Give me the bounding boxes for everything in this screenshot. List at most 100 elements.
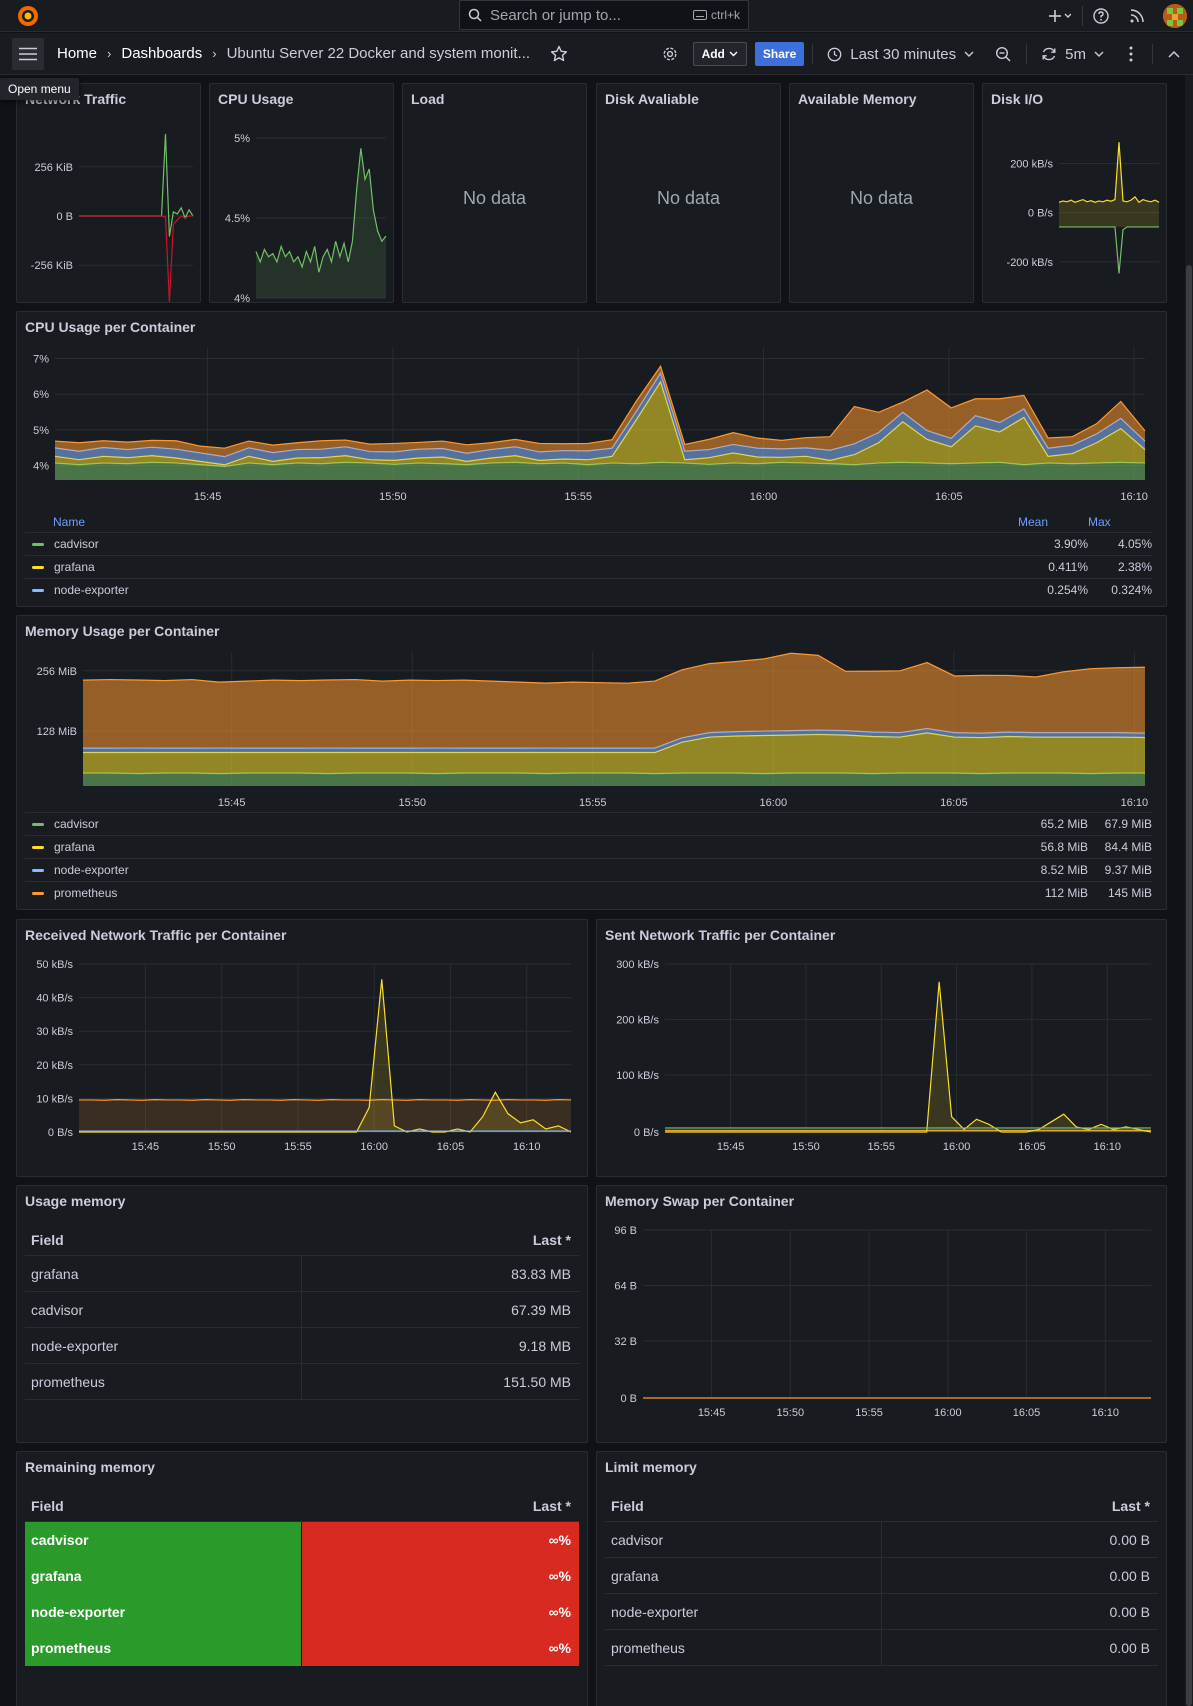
search-placeholder: Search or jump to... bbox=[490, 6, 621, 24]
legend-item-prometheus[interactable]: prometheus 112 MiB 145 MiB bbox=[25, 881, 1152, 904]
more-button[interactable] bbox=[1118, 46, 1144, 62]
x-tick-label: 16:00 bbox=[934, 1407, 962, 1419]
legend-item-cadvisor[interactable]: cadvisor 3.90% 4.05% bbox=[25, 532, 1152, 555]
breadcrumb-home[interactable]: Home bbox=[57, 45, 98, 62]
avatar[interactable] bbox=[1163, 4, 1187, 28]
scrollbar-thumb[interactable] bbox=[1186, 265, 1192, 1706]
series-node-exporter[interactable] bbox=[79, 1130, 571, 1132]
received-network-chart[interactable]: 50 kB/s 40 kB/s 30 kB/s 20 kB/s 10 kB/s 0 B/s… bbox=[17, 948, 588, 1176]
legend-item-grafana[interactable]: grafana 56.8 MiB 84.4 MiB bbox=[25, 835, 1152, 858]
disk-io-chart[interactable]: 200 kB/s 0 B/s -200 kB/s bbox=[983, 102, 1167, 302]
chevron-up-icon bbox=[1168, 50, 1180, 58]
dashboard-nav-bar: Home › Dashboards › Ubuntu Server 22 Doc… bbox=[0, 33, 1193, 75]
menu-button[interactable] bbox=[12, 37, 44, 70]
time-range-label: Last 30 minutes bbox=[850, 45, 957, 63]
news-button[interactable] bbox=[1119, 0, 1155, 32]
x-tick-label: 16:05 bbox=[940, 797, 968, 809]
star-icon[interactable] bbox=[550, 45, 568, 63]
series-read[interactable] bbox=[1058, 142, 1160, 227]
page-scrollbar[interactable] bbox=[1185, 75, 1193, 1706]
grafana-logo-icon[interactable] bbox=[16, 4, 40, 28]
panel-cpu-per-container[interactable]: CPU Usage per Container 7% 6% 5% 4% 15:45 15:… bbox=[16, 311, 1167, 607]
cpu-usage-chart[interactable]: 5% 4.5% 4% bbox=[210, 102, 394, 302]
chevron-down-icon bbox=[1094, 51, 1104, 57]
help-icon bbox=[1093, 8, 1109, 24]
column-header-field[interactable]: Field bbox=[31, 1231, 64, 1248]
memory-swap-chart[interactable]: 96 B 64 B 32 B 0 B 15:45 15:50 15:55 16:00 16:05… bbox=[597, 1214, 1167, 1442]
share-button[interactable]: Share bbox=[754, 42, 805, 66]
y-axis: 256 KiB 0 B -256 KiB bbox=[31, 162, 193, 272]
cell-last: ∞% bbox=[302, 1594, 579, 1630]
help-button[interactable] bbox=[1083, 0, 1119, 32]
panel-usage-memory[interactable]: Usage memory Field Last * grafana 83.83 MB c… bbox=[16, 1185, 588, 1443]
legend-item-node-exporter[interactable]: node-exporter 0.254% 0.324% bbox=[25, 578, 1152, 601]
panel-remaining-memory[interactable]: Remaining memory Field Last * cadvisor ∞% gr… bbox=[16, 1451, 588, 1706]
column-header-last[interactable]: Last * bbox=[532, 1497, 571, 1514]
panel-available-memory[interactable]: Available Memory No data bbox=[789, 83, 974, 303]
panel-memory-per-container[interactable]: Memory Usage per Container 256 MiB 128 Mi… bbox=[16, 615, 1167, 910]
series-grafana[interactable] bbox=[665, 981, 1152, 1133]
legend-header-name[interactable]: Name bbox=[53, 515, 86, 529]
refresh-picker[interactable]: 5m bbox=[1035, 46, 1110, 63]
legend-max: 0.324% bbox=[1111, 583, 1152, 597]
series-cpu[interactable] bbox=[255, 148, 387, 298]
cpu-per-container-chart[interactable]: 7% 6% 5% 4% 15:45 15:50 15:55 16:00 16:05 16:10 bbox=[17, 340, 1167, 540]
legend-max: 145 MiB bbox=[1107, 886, 1152, 900]
series-prometheus[interactable] bbox=[82, 652, 1146, 749]
series-write[interactable] bbox=[1059, 226, 1159, 274]
y-tick-label: 96 B bbox=[614, 1225, 637, 1237]
time-range-picker[interactable]: Last 30 minutes bbox=[821, 46, 980, 63]
legend-mean: 0.254% bbox=[1047, 583, 1088, 597]
divider bbox=[1082, 6, 1083, 26]
chevron-down-icon bbox=[964, 51, 974, 57]
panel-received-network[interactable]: Received Network Traffic per Container 5… bbox=[16, 919, 588, 1177]
column-header-field[interactable]: Field bbox=[31, 1497, 64, 1514]
series-cadvisor[interactable] bbox=[83, 772, 1145, 786]
panel-disk-io[interactable]: Disk I/O 200 kB/s 0 B/s -200 kB/s bbox=[982, 83, 1167, 303]
panel-cpu-usage[interactable]: CPU Usage 5% 4.5% 4% bbox=[209, 83, 394, 303]
panel-sent-network[interactable]: Sent Network Traffic per Container 300 k… bbox=[596, 919, 1167, 1177]
series-transmit[interactable] bbox=[79, 215, 193, 302]
legend-item-grafana[interactable]: grafana 0.411% 2.38% bbox=[25, 555, 1152, 578]
y-tick-label: 20 kB/s bbox=[36, 1060, 73, 1072]
panel-load[interactable]: Load No data bbox=[402, 83, 587, 303]
collapse-button[interactable] bbox=[1161, 50, 1187, 58]
y-tick-label: -200 kB/s bbox=[1007, 257, 1054, 269]
y-tick-label: 30 kB/s bbox=[36, 1026, 73, 1038]
panel-disk-available[interactable]: Disk Avaliable No data bbox=[596, 83, 781, 303]
table-row: prometheus ∞% bbox=[25, 1630, 579, 1666]
add-button[interactable]: Add bbox=[692, 42, 747, 66]
search-input[interactable]: Search or jump to... ctrl+k bbox=[459, 0, 749, 30]
legend-header-max[interactable]: Max bbox=[1088, 515, 1111, 529]
x-tick-label: 15:45 bbox=[698, 1407, 726, 1419]
dashboard-controls: Add Share Last 30 minutes 5m bbox=[655, 33, 1193, 75]
column-header-last[interactable]: Last * bbox=[1111, 1497, 1150, 1514]
series-cadvisor[interactable] bbox=[665, 1127, 1151, 1132]
legend-item-cadvisor[interactable]: cadvisor 65.2 MiB 67.9 MiB bbox=[25, 812, 1152, 835]
series-prometheus[interactable] bbox=[79, 1099, 572, 1132]
panel-memory-swap[interactable]: Memory Swap per Container 96 B 64 B 32 B 0 … bbox=[596, 1185, 1167, 1443]
breadcrumb-dashboards[interactable]: Dashboards bbox=[121, 45, 203, 62]
table-header: Field Last * bbox=[25, 1490, 579, 1522]
legend-header-mean[interactable]: Mean bbox=[1018, 515, 1049, 529]
column-header-field[interactable]: Field bbox=[611, 1497, 644, 1514]
panel-title: Usage memory bbox=[25, 1193, 126, 1209]
series-grafana[interactable] bbox=[79, 979, 572, 1133]
column-header-last[interactable]: Last * bbox=[532, 1231, 571, 1248]
settings-button[interactable] bbox=[655, 46, 685, 62]
memory-per-container-chart[interactable]: 256 MiB 128 MiB 15:45 15:50 15:55 16:00 16:05 1… bbox=[17, 644, 1167, 844]
legend-max: 9.37 MiB bbox=[1104, 863, 1152, 877]
new-button[interactable] bbox=[1038, 0, 1082, 32]
legend-item-node-exporter[interactable]: node-exporter 8.52 MiB 9.37 MiB bbox=[25, 858, 1152, 881]
legend-color-swatch bbox=[32, 542, 44, 546]
y-tick-label: 0 B/s bbox=[634, 1127, 660, 1139]
legend-max: 4.05% bbox=[1117, 537, 1152, 551]
series-prometheus[interactable] bbox=[54, 364, 1146, 457]
cell-last: 67.39 MB bbox=[511, 1301, 571, 1318]
breadcrumb-current: Ubuntu Server 22 Docker and system monit… bbox=[226, 45, 531, 62]
zoom-out-button[interactable] bbox=[988, 46, 1018, 62]
network-traffic-chart[interactable]: 256 KiB 0 B -256 KiB bbox=[17, 102, 201, 302]
